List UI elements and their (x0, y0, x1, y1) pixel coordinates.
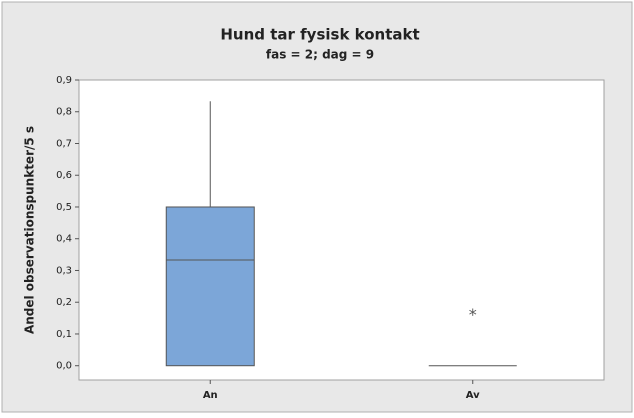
chart-subtitle: fas = 2; dag = 9 (266, 48, 374, 62)
x-tick-label: Av (466, 390, 480, 401)
y-tick-label: 0,0 (56, 361, 72, 372)
y-tick-label: 0,8 (56, 107, 72, 118)
y-tick-label: 0,1 (56, 329, 72, 340)
plot-area (78, 79, 605, 381)
chart-title: Hund tar fysisk kontakt (220, 26, 419, 44)
y-tick-label: 0,9 (56, 75, 72, 86)
y-tick-label: 0,7 (56, 138, 72, 149)
y-tick-label: 0,6 (56, 170, 72, 181)
y-tick-label: 0,2 (56, 297, 72, 308)
x-tick-label: An (203, 390, 218, 401)
y-tick-label: 0,3 (56, 265, 72, 276)
y-tick-label: 0,4 (56, 234, 72, 245)
box (165, 206, 255, 367)
outlier: * (469, 305, 477, 324)
y-tick-label: 0,5 (56, 202, 72, 213)
y-axis-label: Andel observationspunkter/5 s (23, 126, 37, 334)
